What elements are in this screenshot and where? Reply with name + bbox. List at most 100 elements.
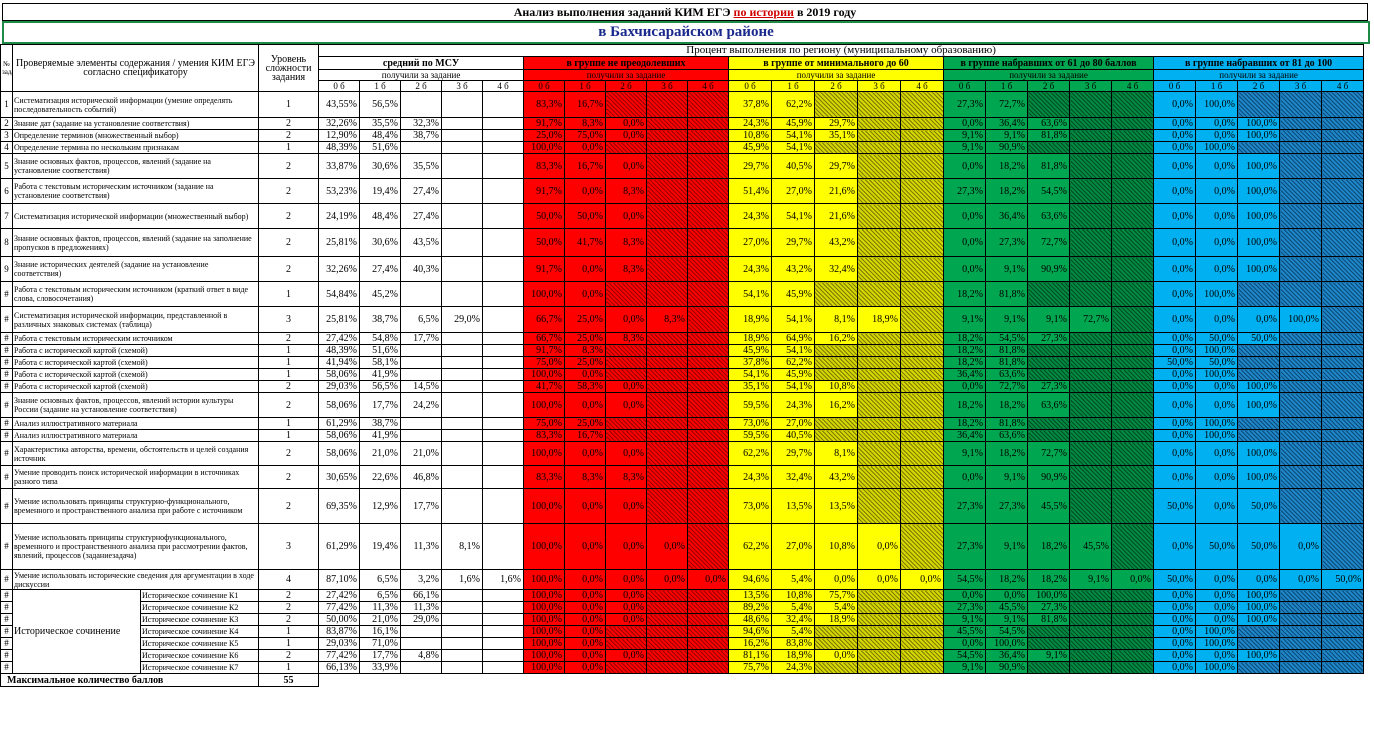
pct-cell-81-to-100: 100,0%	[1195, 625, 1239, 638]
pct-cell-61-to-80	[1111, 203, 1155, 229]
pct-cell-msu: 48,4%	[359, 203, 402, 229]
pct-cell-not-passed	[605, 429, 648, 442]
pct-cell-min-to-60: 18,9%	[728, 332, 773, 345]
pct-cell-msu: 12,9%	[359, 488, 402, 524]
pct-cell-min-to-60: 10,8%	[771, 589, 816, 602]
table-row: # Работа с текстовым историческим источни…	[0, 332, 1365, 345]
score-header-not-passed-2: 2 б	[605, 80, 648, 92]
pct-cell-msu	[400, 344, 443, 357]
pct-cell-min-to-60: 64,9%	[771, 332, 816, 345]
pct-cell-61-to-80: 18,2%	[985, 153, 1029, 179]
pct-cell-msu: 56,5%	[359, 380, 402, 393]
pct-cell-msu: 58,06%	[318, 392, 361, 418]
pct-cell-msu: 11,3%	[400, 601, 443, 614]
table-row: # Умение использовать исторические сведен…	[0, 569, 1365, 590]
pct-cell-61-to-80	[1111, 649, 1155, 662]
pct-cell-msu: 17,7%	[359, 392, 402, 418]
pct-cell-81-to-100: 100,0%	[1195, 661, 1239, 674]
difficulty-level: 2	[258, 465, 320, 489]
element-description: Систематизация исторической информации, …	[11, 306, 260, 333]
pct-cell-81-to-100	[1321, 661, 1365, 674]
pct-cell-81-to-100: 0,0%	[1153, 392, 1197, 418]
pct-cell-msu: 32,26%	[318, 256, 361, 282]
task-number: #	[0, 306, 13, 333]
pct-cell-msu	[482, 368, 525, 381]
pct-cell-min-to-60: 5,4%	[814, 601, 859, 614]
difficulty-level: 1	[258, 344, 320, 357]
difficulty-level: 1	[258, 637, 320, 650]
pct-cell-min-to-60: 73,0%	[728, 417, 773, 430]
pct-cell-61-to-80: 18,2%	[1027, 523, 1071, 570]
pct-cell-msu	[482, 465, 525, 489]
pct-cell-msu: 56,5%	[359, 91, 402, 118]
pct-cell-min-to-60	[857, 203, 902, 229]
pct-cell-61-to-80: 9,1%	[943, 129, 987, 142]
pct-cell-msu	[482, 417, 525, 430]
pct-cell-not-passed: 0,0%	[564, 523, 607, 570]
difficulty-level: 3	[258, 523, 320, 570]
pct-cell-not-passed	[605, 356, 648, 369]
pct-cell-81-to-100: 0,0%	[1237, 306, 1281, 333]
pct-cell-81-to-100: 100,0%	[1237, 203, 1281, 229]
pct-cell-81-to-100: 0,0%	[1195, 228, 1239, 257]
pct-cell-min-to-60: 45,9%	[771, 368, 816, 381]
pct-cell-msu: 11,3%	[359, 601, 402, 614]
score-header-min-to-60-4: 4 б	[900, 80, 945, 92]
pct-cell-not-passed: 0,0%	[605, 203, 648, 229]
pct-cell-msu	[441, 465, 484, 489]
element-description: Историческое сочинение К6	[139, 649, 260, 662]
pct-cell-min-to-60	[814, 417, 859, 430]
pct-cell-61-to-80: 0,0%	[1111, 569, 1155, 590]
pct-cell-not-passed: 0,0%	[646, 569, 689, 590]
pct-cell-msu: 6,5%	[400, 306, 443, 333]
pct-cell-61-to-80	[1069, 153, 1113, 179]
pct-cell-msu: 43,55%	[318, 91, 361, 118]
element-description: Анализ иллюстративного материала	[11, 429, 260, 442]
pct-cell-81-to-100: 0,0%	[1195, 488, 1239, 524]
table-row: # Историческое сочинение К3 2 50,00% 21,0% 29…	[0, 613, 1365, 626]
task-number: 3	[0, 129, 13, 142]
pct-cell-61-to-80	[1111, 380, 1155, 393]
pct-cell-min-to-60: 10,8%	[814, 523, 859, 570]
pct-cell-msu	[441, 380, 484, 393]
pct-cell-msu	[482, 332, 525, 345]
pct-cell-min-to-60	[857, 153, 902, 179]
pct-cell-81-to-100: 100,0%	[1195, 91, 1239, 118]
pct-cell-min-to-60: 62,2%	[771, 356, 816, 369]
pct-cell-61-to-80	[1111, 465, 1155, 489]
pct-cell-msu: 30,65%	[318, 465, 361, 489]
element-description: Работа с исторической картой (схемой)	[11, 380, 260, 393]
pct-cell-not-passed: 0,0%	[564, 649, 607, 662]
pct-cell-61-to-80: 18,2%	[985, 441, 1029, 466]
pct-cell-not-passed: 8,3%	[646, 306, 689, 333]
table-row: # Историческое сочинение К4 1 83,87% 16,1% 10…	[0, 625, 1365, 638]
difficulty-level: 2	[258, 129, 320, 142]
pct-cell-not-passed	[646, 256, 689, 282]
pct-cell-msu	[441, 117, 484, 130]
pct-cell-min-to-60	[857, 601, 902, 614]
pct-cell-not-passed	[687, 368, 730, 381]
pct-cell-61-to-80	[1027, 141, 1071, 154]
pct-cell-min-to-60: 24,3%	[771, 392, 816, 418]
title-subject-link[interactable]: по истории	[733, 5, 794, 19]
pct-cell-min-to-60	[900, 203, 945, 229]
pct-cell-msu: 54,8%	[359, 332, 402, 345]
pct-cell-not-passed: 0,0%	[605, 601, 648, 614]
pct-cell-msu	[441, 256, 484, 282]
pct-cell-not-passed: 0,0%	[605, 569, 648, 590]
pct-cell-61-to-80	[1069, 332, 1113, 345]
level-header: Уровень сложности задания	[258, 44, 320, 92]
pct-cell-61-to-80	[1111, 344, 1155, 357]
pct-cell-msu: 41,9%	[359, 368, 402, 381]
pct-cell-61-to-80: 9,1%	[985, 523, 1029, 570]
task-number: #	[0, 368, 13, 381]
pct-cell-not-passed: 0,0%	[564, 256, 607, 282]
pct-cell-61-to-80	[1069, 91, 1113, 118]
pct-cell-msu	[482, 117, 525, 130]
pct-cell-81-to-100: 100,0%	[1195, 344, 1239, 357]
pct-cell-msu: 1,6%	[441, 569, 484, 590]
pct-cell-not-passed	[687, 153, 730, 179]
pct-cell-msu	[441, 344, 484, 357]
pct-cell-min-to-60: 45,9%	[728, 344, 773, 357]
pct-cell-msu: 32,3%	[400, 117, 443, 130]
